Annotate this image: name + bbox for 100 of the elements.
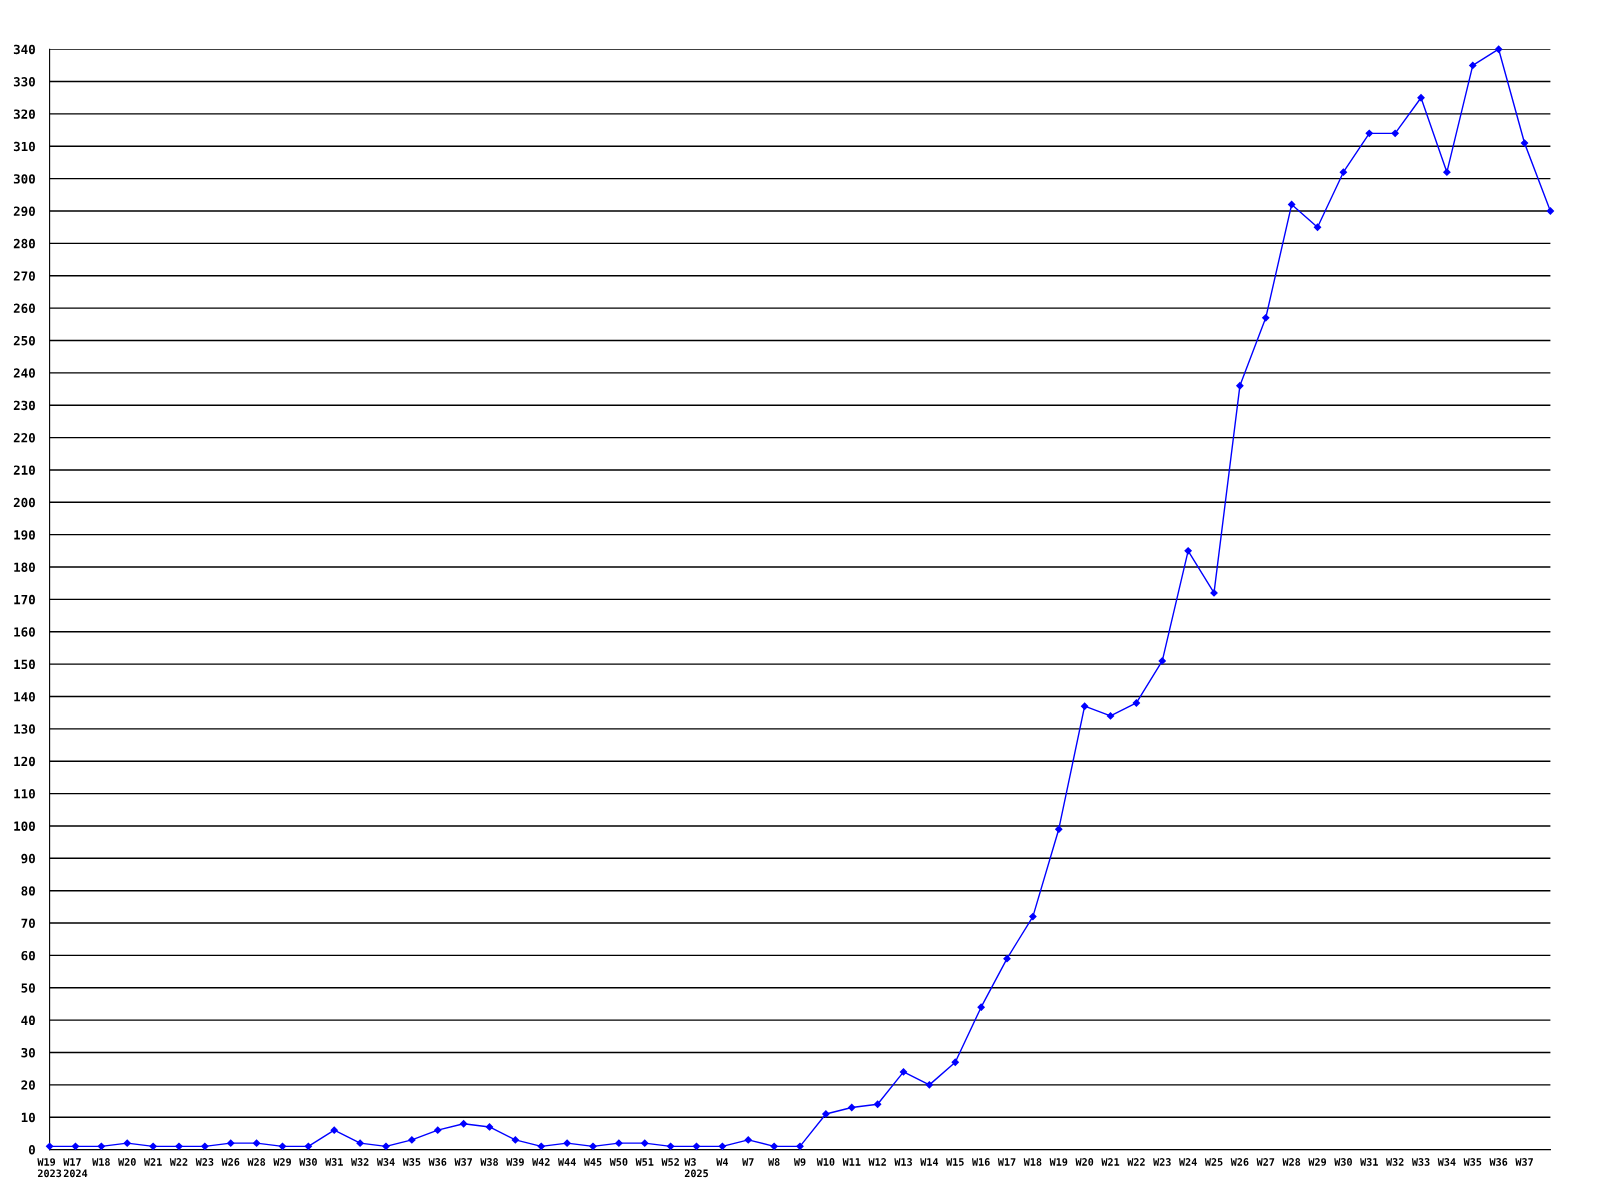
y-tick-label: 290 (13, 206, 35, 217)
y-tick-label: 260 (13, 303, 35, 314)
point (278, 1142, 287, 1151)
x-tick-label: W12 (868, 1158, 886, 1166)
point (1443, 168, 1451, 176)
point (641, 1139, 649, 1147)
x-tick-label: W10 (816, 1158, 835, 1166)
y-tick-label: 30 (21, 1047, 35, 1058)
point (1520, 139, 1529, 147)
x-tick-label: W32 (1385, 1158, 1404, 1166)
x-tick-label: W37 (454, 1158, 473, 1166)
x-tick-label: W33 (1411, 1158, 1430, 1166)
y-tick-label: 210 (13, 465, 35, 475)
y-tick-label: 250 (13, 335, 35, 346)
x-tick-label: W45 (583, 1158, 602, 1166)
x-tick-label: W17 2024 (63, 1158, 88, 1178)
y-tick-label: 320 (13, 109, 35, 119)
x-tick-label: W15 (946, 1158, 964, 1166)
y-tick-label: 10 (21, 1112, 35, 1123)
point (873, 1100, 882, 1108)
point (537, 1142, 545, 1151)
point (899, 1068, 908, 1076)
point (45, 1142, 54, 1151)
point (1495, 45, 1503, 53)
point (1288, 200, 1296, 209)
point (1080, 702, 1089, 710)
x-tick-label: W27 (1256, 1158, 1275, 1166)
point (925, 1081, 934, 1089)
y-tick-label: 170 (14, 594, 35, 605)
x-tick-label: W51 (635, 1158, 654, 1166)
point (1210, 589, 1218, 597)
y-tick-label: 50 (21, 983, 35, 993)
x-tick-label: W44 (557, 1158, 576, 1166)
x-tick-label: W35 (1463, 1158, 1482, 1166)
x-tick-label: W26 (221, 1158, 240, 1166)
x-tick-label: W30 (299, 1158, 317, 1166)
y-tick-label: 160 (14, 627, 35, 637)
point (1262, 314, 1270, 322)
point (149, 1142, 157, 1151)
point (718, 1142, 727, 1151)
point (511, 1136, 520, 1144)
x-tick-label: W32 (350, 1158, 369, 1166)
x-tick-label: W42 (532, 1158, 550, 1166)
y-tick-label: 20 (21, 1080, 35, 1090)
y-tick-label: 340 (13, 44, 35, 55)
x-tick-label: W52 (661, 1158, 679, 1166)
x-tick-label: W4 (716, 1158, 729, 1166)
x-tick-label: W20 (118, 1158, 136, 1166)
y-tick-label: 100 (14, 821, 35, 831)
point (1132, 699, 1141, 707)
point (563, 1139, 571, 1147)
point (330, 1126, 338, 1134)
y-tick-label: 300 (13, 174, 35, 184)
x-tick-label: W19 2023 (37, 1158, 62, 1178)
point (175, 1142, 183, 1151)
y-tick-label: 110 (14, 789, 35, 799)
x-tick-label: W31 (325, 1158, 343, 1166)
point (951, 1058, 959, 1066)
x-tick-label: W29 (273, 1158, 291, 1166)
point (434, 1126, 442, 1134)
x-tick-label: W16 (971, 1158, 990, 1166)
point (71, 1142, 80, 1151)
x-tick-label: W13 (894, 1158, 912, 1166)
y-tick-label: 150 (14, 659, 35, 670)
x-tick-label: W22 (169, 1158, 188, 1166)
point (770, 1142, 778, 1151)
point (615, 1139, 623, 1147)
x-tick-label: W21 (143, 1158, 162, 1166)
y-tick-label: 40 (21, 1015, 35, 1026)
x-tick-label: W11 (842, 1158, 861, 1166)
point (123, 1139, 131, 1147)
x-tick-label: W31 (1360, 1158, 1378, 1166)
x-tick-label: W39 (506, 1158, 524, 1166)
y-tick-label: 220 (13, 433, 35, 443)
y-tick-label: 310 (13, 141, 35, 152)
y-tick-label: 200 (13, 497, 35, 508)
x-tick-label: W25 (1204, 1158, 1223, 1166)
point (304, 1142, 312, 1151)
point (227, 1139, 235, 1147)
y-tick-label: 0 (28, 1145, 35, 1155)
point (1339, 168, 1348, 176)
point (1469, 61, 1477, 70)
point (1106, 712, 1115, 720)
y-tick-label: 140 (14, 691, 35, 702)
x-tick-label: W38 (480, 1158, 499, 1166)
point (408, 1136, 416, 1144)
x-tick-label: W20 (1075, 1158, 1094, 1166)
x-tick-label: W19 (1049, 1158, 1068, 1166)
x-tick-label: W36 (428, 1158, 447, 1166)
y-tick-label: 230 (13, 400, 35, 411)
point (1313, 223, 1322, 231)
point (356, 1139, 364, 1147)
point (848, 1103, 856, 1112)
x-tick-label: W30 (1334, 1158, 1352, 1166)
point (252, 1139, 261, 1147)
x-tick-label: W50 (609, 1158, 628, 1166)
point (977, 1003, 985, 1011)
point (796, 1142, 804, 1151)
x-tick-label: W9 (793, 1158, 806, 1166)
y-tick-label: 280 (13, 238, 35, 249)
